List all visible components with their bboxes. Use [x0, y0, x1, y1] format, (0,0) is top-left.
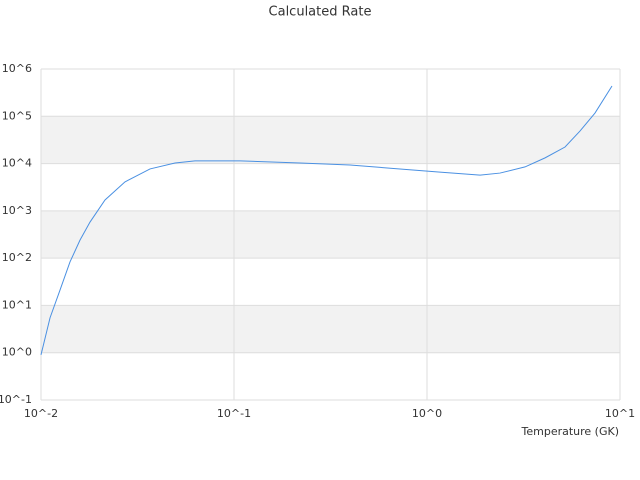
chart-title: Calculated Rate — [269, 5, 372, 20]
plot-background — [40, 68, 621, 401]
grid-band — [41, 210, 620, 259]
y-tick-label: 10^1 — [2, 298, 32, 311]
y-tick-label: 10^4 — [2, 157, 32, 170]
y-tick-label: 10^5 — [2, 109, 32, 122]
grid-band — [41, 116, 620, 164]
y-tick-label: 10^-1 — [0, 393, 32, 406]
y-tick-label: 10^2 — [2, 251, 32, 264]
x-tick-label: 10^0 — [412, 407, 442, 420]
grid-band — [41, 305, 620, 353]
y-tick-label: 10^3 — [2, 204, 32, 217]
x-tick-label: 10^-1 — [217, 407, 251, 420]
y-tick-label: 10^0 — [2, 346, 32, 359]
line-series — [40, 85, 613, 355]
x-axis-label: Temperature (GK) — [521, 425, 620, 438]
x-tick-label: 10^-2 — [24, 407, 58, 420]
y-tick-label: 10^6 — [2, 62, 32, 75]
x-tick-label: 10^1 — [605, 407, 635, 420]
